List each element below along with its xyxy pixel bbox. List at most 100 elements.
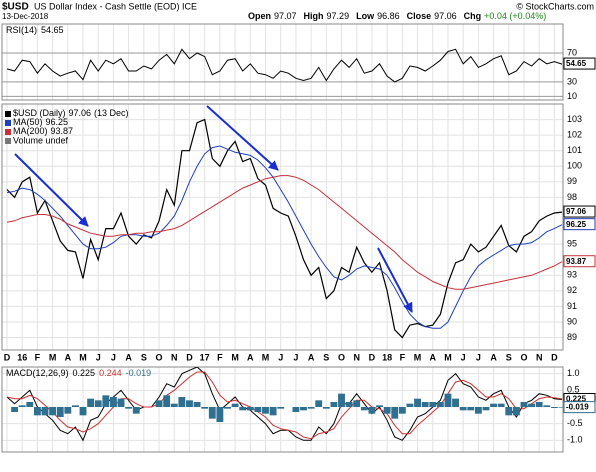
y-tick-label: 70 xyxy=(567,47,577,57)
x-tick-label: 17 xyxy=(200,352,210,362)
histogram-bar xyxy=(18,405,26,407)
histogram-bar xyxy=(94,400,102,407)
y-tick-label: 89 xyxy=(567,332,577,342)
histogram-bar xyxy=(512,407,520,416)
x-tick-label: A xyxy=(308,352,315,362)
panel-value: 0.225 xyxy=(73,368,96,378)
histogram-bar xyxy=(550,407,558,408)
y-tick-label: 93 xyxy=(567,270,577,280)
trend-arrows xyxy=(14,105,413,313)
x-tick-label: D xyxy=(369,352,376,362)
histogram-bar xyxy=(482,407,490,411)
date: 13-Dec-2018 xyxy=(2,12,49,21)
x-tick-label: S xyxy=(506,352,512,362)
legend-name: $USD (Daily) xyxy=(13,108,66,118)
legend-entry: $USD (Daily) 97.06 (13 Dec) xyxy=(13,108,129,118)
x-tick-label: J xyxy=(278,352,283,362)
panel-frame xyxy=(1,23,564,101)
value-box-label: 93.87 xyxy=(566,257,587,266)
histogram-bar xyxy=(353,400,361,407)
x-tick-label: D xyxy=(4,352,11,362)
histogram-bar xyxy=(414,398,421,407)
histogram-bar xyxy=(216,407,224,422)
legend-swatch xyxy=(5,138,11,144)
y-tick-label: 0.5 xyxy=(567,385,580,395)
histogram-bar xyxy=(170,403,178,407)
stat-value: 96.86 xyxy=(377,11,400,21)
x-tick-label: D xyxy=(186,352,193,362)
histogram-bar xyxy=(452,398,459,407)
histogram-bar xyxy=(231,403,239,407)
legend-value: 96.25 xyxy=(46,117,69,127)
histogram-bar xyxy=(300,407,307,411)
legend-swatch xyxy=(5,120,11,126)
x-tick-label: O xyxy=(520,352,527,362)
histogram-bar xyxy=(535,402,543,407)
histogram-bar xyxy=(528,403,536,407)
stat-label: High xyxy=(304,11,324,21)
histogram-bar xyxy=(155,400,163,407)
x-tick-label: N xyxy=(536,352,543,362)
x-tick-label: S xyxy=(323,352,329,362)
y-tick-label: 91 xyxy=(567,301,577,311)
x-tick-label: M xyxy=(262,352,270,362)
histogram-bar xyxy=(163,395,171,407)
legend-value: 93.87 xyxy=(51,126,74,136)
legend-swatch xyxy=(5,129,11,135)
value-box xyxy=(563,401,596,414)
histogram-bar xyxy=(330,402,338,407)
y-tick-label: -1.0 xyxy=(567,435,583,445)
histogram-bar xyxy=(467,407,475,411)
x-tick-label: 16 xyxy=(17,352,27,362)
histogram-bar xyxy=(239,407,247,411)
y-tick-label: 90 xyxy=(567,316,577,326)
histogram-bar xyxy=(186,400,193,407)
stat-label: Close xyxy=(407,11,432,21)
trend-arrow xyxy=(377,247,413,313)
histogram-bar xyxy=(132,407,140,414)
panel-value: 0.244 xyxy=(99,368,122,378)
x-tick-label: A xyxy=(490,352,497,362)
y-tick-label: -0.5 xyxy=(567,418,583,428)
y-tick-label: 1.0 xyxy=(567,368,580,378)
histogram-bar xyxy=(11,407,19,412)
histogram-bar xyxy=(33,407,41,416)
panel-legend: RSI(14) 54.65 xyxy=(6,25,64,35)
histogram-bar xyxy=(262,407,269,414)
histogram-bar xyxy=(558,407,563,408)
source: © StockCharts.com xyxy=(516,1,594,11)
histogram-bar xyxy=(505,407,513,416)
legend-entry: MA(50) 96.25 xyxy=(13,117,68,127)
y-tick-label: 102 xyxy=(567,130,582,140)
panel-legend: MACD(12,26,9) 0.225 0.244 -0.019 xyxy=(6,368,151,378)
panel: D 16 F M A M J J A S O N D 17 F M A M J J A S O N D 18 F M A M J J A S O N D… xyxy=(1,103,596,362)
histogram-bar xyxy=(87,398,95,407)
y-tick-label: 101 xyxy=(567,145,582,155)
x-tick-label: O xyxy=(156,352,163,362)
histogram-bar xyxy=(125,407,133,409)
x-tick-label: M xyxy=(49,352,57,362)
x-tick-label: A xyxy=(247,352,254,362)
stat-label: Open xyxy=(248,11,271,21)
histogram-bar xyxy=(72,405,79,407)
value-box-label: 97.06 xyxy=(566,207,587,216)
histogram-bar xyxy=(307,407,315,409)
histogram-bar xyxy=(444,393,452,407)
stat-label: Low xyxy=(356,11,375,21)
histogram-bar xyxy=(398,407,406,414)
series-line xyxy=(6,175,563,290)
y-tick-label: 103 xyxy=(567,114,582,124)
y-tick-label: 98 xyxy=(567,192,577,202)
series-line xyxy=(6,371,563,440)
stats: Open 97.07 High 97.29 Low 96.86 Close 97.06 Chg +… xyxy=(248,11,546,21)
legend-date: (13 Dec) xyxy=(94,108,129,118)
histogram-bar xyxy=(110,397,117,407)
histogram-bar xyxy=(429,402,437,407)
x-tick-label: J xyxy=(293,352,298,362)
histogram-bar xyxy=(49,407,57,416)
histogram-bar xyxy=(315,400,323,407)
legend-name: MA(200) xyxy=(13,126,48,136)
x-tick-label: O xyxy=(338,352,345,362)
